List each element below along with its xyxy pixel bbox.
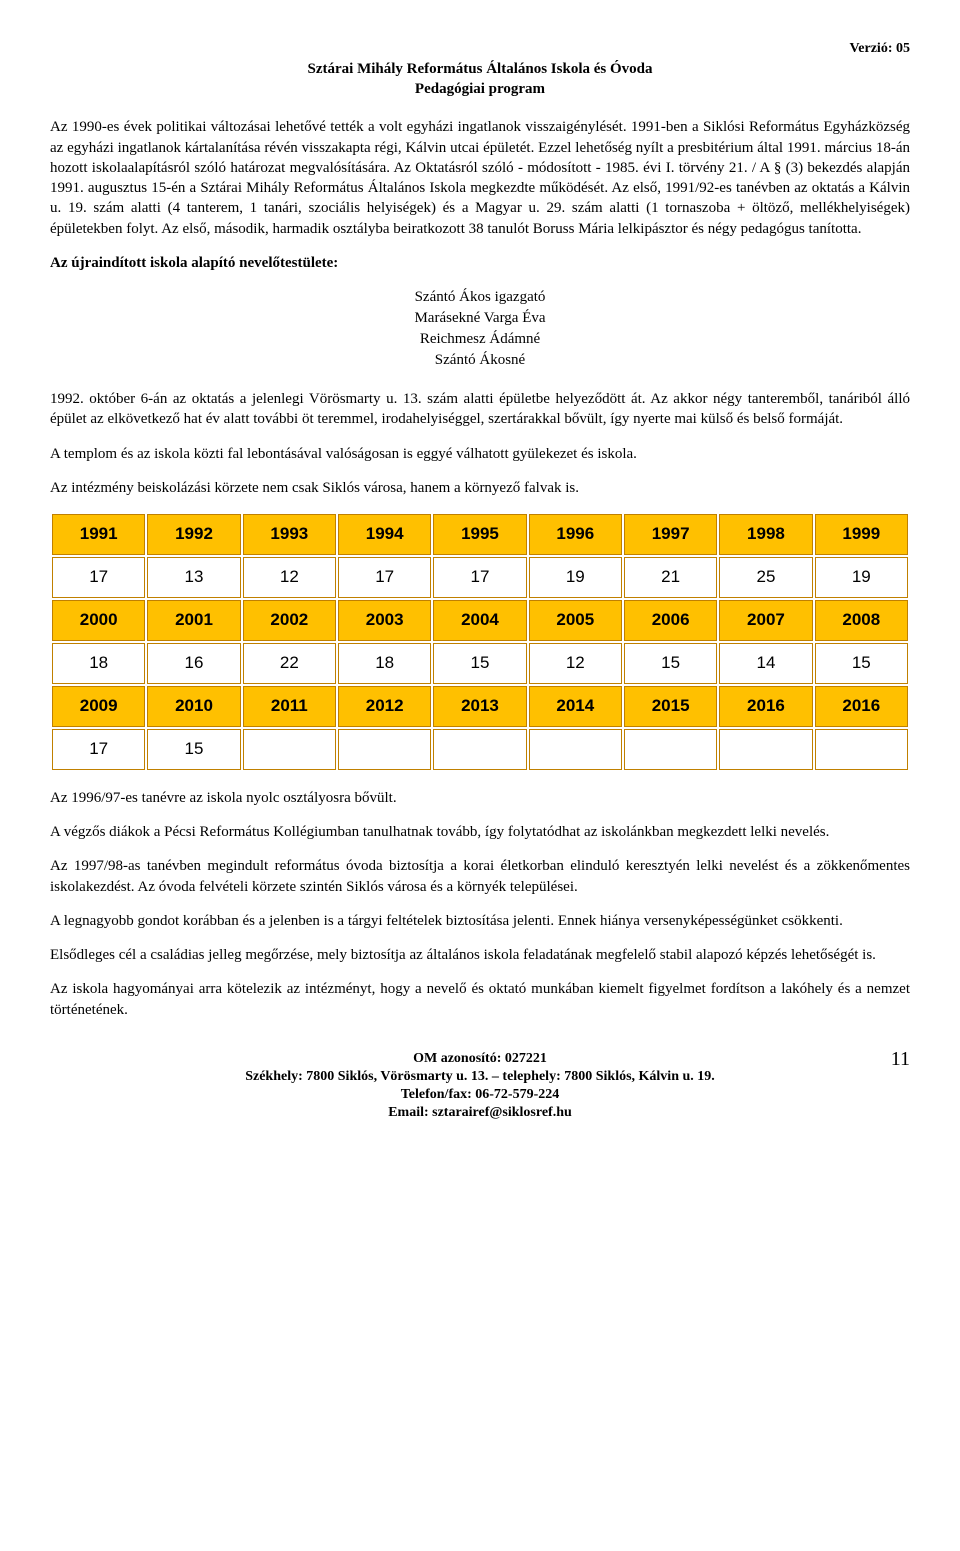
year-cell: 2009 xyxy=(52,686,145,727)
founder-name: Marásekné Varga Éva xyxy=(414,310,545,326)
value-cell: 12 xyxy=(243,557,336,598)
year-cell: 1994 xyxy=(338,514,431,555)
founder-name: Reichmesz Ádámné xyxy=(420,331,540,347)
subtitle: Pedagógiai program xyxy=(415,81,545,97)
year-cell: 2015 xyxy=(624,686,717,727)
value-cell: 13 xyxy=(147,557,240,598)
year-cell: 1998 xyxy=(719,514,812,555)
value-cell: 19 xyxy=(529,557,622,598)
year-cell: 2002 xyxy=(243,600,336,641)
year-cell: 2007 xyxy=(719,600,812,641)
paragraph-5: Az 1996/97-es tanévre az iskola nyolc os… xyxy=(50,788,910,808)
value-cell: 18 xyxy=(52,643,145,684)
year-cell: 2000 xyxy=(52,600,145,641)
paragraph-7: Az 1997/98-as tanévben megindult reformá… xyxy=(50,856,910,897)
year-cell: 2003 xyxy=(338,600,431,641)
value-cell: 25 xyxy=(719,557,812,598)
page-number: 11 xyxy=(891,1046,910,1072)
paragraph-10: Az iskola hagyományai arra kötelezik az … xyxy=(50,979,910,1020)
founders-list: Szántó Ákos igazgató Marásekné Varga Éva… xyxy=(50,287,910,371)
year-cell: 2004 xyxy=(433,600,526,641)
table-value-row: 17 15 xyxy=(52,729,908,770)
value-cell: 22 xyxy=(243,643,336,684)
value-cell xyxy=(529,729,622,770)
year-cell: 2012 xyxy=(338,686,431,727)
year-cell: 2001 xyxy=(147,600,240,641)
paragraph-6: A végzős diákok a Pécsi Református Kollé… xyxy=(50,822,910,842)
year-cell: 2011 xyxy=(243,686,336,727)
value-cell: 17 xyxy=(52,557,145,598)
value-cell xyxy=(433,729,526,770)
value-cell: 12 xyxy=(529,643,622,684)
footer-line: Email: sztarairef@siklosref.hu xyxy=(388,1105,572,1120)
value-cell: 18 xyxy=(338,643,431,684)
year-cell: 1991 xyxy=(52,514,145,555)
year-cell: 1995 xyxy=(433,514,526,555)
paragraph-2: 1992. október 6-án az oktatás a jelenleg… xyxy=(50,389,910,430)
value-cell xyxy=(719,729,812,770)
year-cell: 1992 xyxy=(147,514,240,555)
year-cell: 2014 xyxy=(529,686,622,727)
value-cell: 17 xyxy=(433,557,526,598)
value-cell xyxy=(624,729,717,770)
value-cell: 21 xyxy=(624,557,717,598)
page-footer: 11 OM azonosító: 027221 Székhely: 7800 S… xyxy=(50,1050,910,1123)
founder-name: Szántó Ákos igazgató xyxy=(415,289,546,305)
year-cell: 1993 xyxy=(243,514,336,555)
value-cell: 19 xyxy=(815,557,908,598)
value-cell xyxy=(243,729,336,770)
table-year-row: 1991 1992 1993 1994 1995 1996 1997 1998 … xyxy=(52,514,908,555)
year-cell: 1996 xyxy=(529,514,622,555)
year-cell: 2010 xyxy=(147,686,240,727)
footer-line: Székhely: 7800 Siklós, Vörösmarty u. 13.… xyxy=(245,1069,715,1084)
year-cell: 2006 xyxy=(624,600,717,641)
table-year-row: 2000 2001 2002 2003 2004 2005 2006 2007 … xyxy=(52,600,908,641)
year-cell: 2005 xyxy=(529,600,622,641)
value-cell xyxy=(338,729,431,770)
footer-line: OM azonosító: 027221 xyxy=(413,1051,547,1066)
year-cell: 2013 xyxy=(433,686,526,727)
footer-line: Telefon/fax: 06-72-579-224 xyxy=(401,1087,560,1102)
paragraph-1: Az 1990-es évek politikai változásai leh… xyxy=(50,117,910,239)
founders-heading: Az újraindított iskola alapító nevelőtes… xyxy=(50,253,910,273)
value-cell: 14 xyxy=(719,643,812,684)
value-cell: 15 xyxy=(624,643,717,684)
value-cell: 15 xyxy=(815,643,908,684)
page-header: Sztárai Mihály Református Általános Isko… xyxy=(50,59,910,100)
paragraph-3: A templom és az iskola közti fal lebontá… xyxy=(50,444,910,464)
table-value-row: 18 16 22 18 15 12 15 14 15 xyxy=(52,643,908,684)
value-cell: 15 xyxy=(147,729,240,770)
paragraph-9: Elsődleges cél a családias jelleg megőrz… xyxy=(50,945,910,965)
value-cell xyxy=(815,729,908,770)
table-value-row: 17 13 12 17 17 19 21 25 19 xyxy=(52,557,908,598)
school-name: Sztárai Mihály Református Általános Isko… xyxy=(308,61,653,77)
year-cell: 2008 xyxy=(815,600,908,641)
value-cell: 15 xyxy=(433,643,526,684)
value-cell: 16 xyxy=(147,643,240,684)
table-year-row: 2009 2010 2011 2012 2013 2014 2015 2016 … xyxy=(52,686,908,727)
version-label: Verzió: 05 xyxy=(50,40,910,59)
value-cell: 17 xyxy=(338,557,431,598)
year-cell: 1997 xyxy=(624,514,717,555)
value-cell: 17 xyxy=(52,729,145,770)
paragraph-8: A legnagyobb gondot korábban és a jelenb… xyxy=(50,911,910,931)
year-cell: 2016 xyxy=(719,686,812,727)
enrollment-table: 1991 1992 1993 1994 1995 1996 1997 1998 … xyxy=(50,512,910,772)
year-cell: 1999 xyxy=(815,514,908,555)
founder-name: Szántó Ákosné xyxy=(435,352,525,368)
paragraph-4: Az intézmény beiskolázási körzete nem cs… xyxy=(50,478,910,498)
year-cell: 2016 xyxy=(815,686,908,727)
